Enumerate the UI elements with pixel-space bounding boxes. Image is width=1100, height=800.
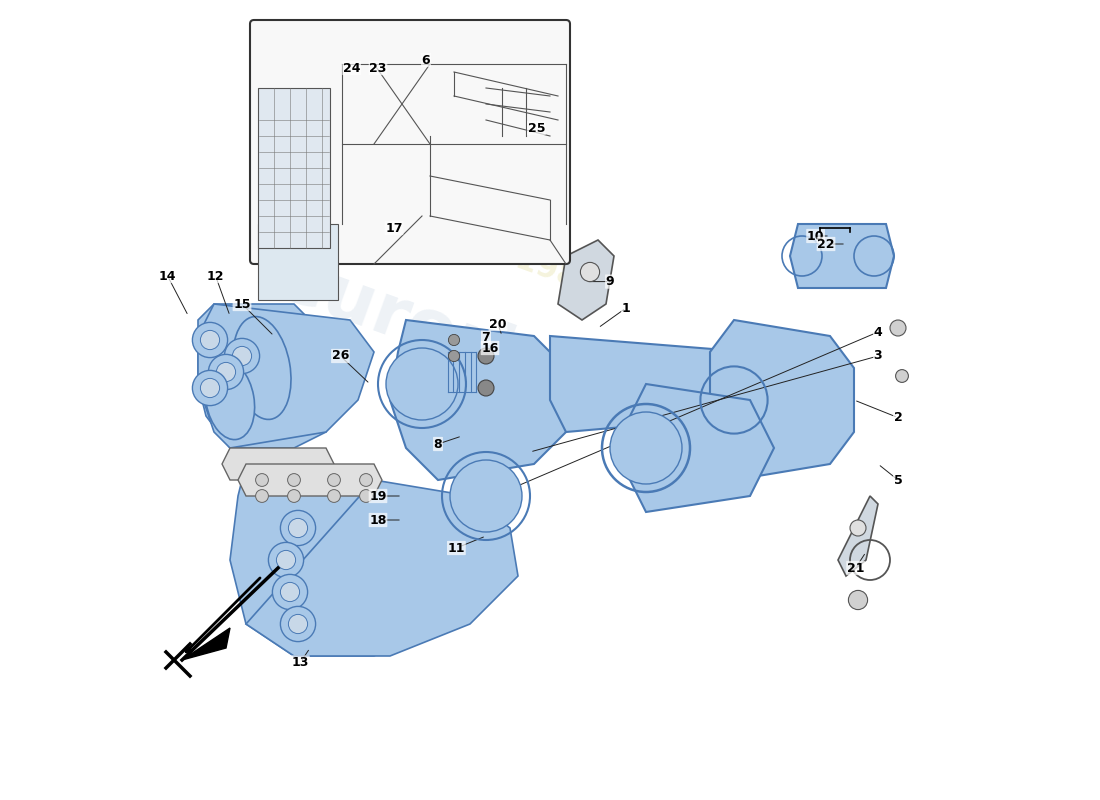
Text: 14: 14 xyxy=(158,270,176,282)
Circle shape xyxy=(255,474,268,486)
Circle shape xyxy=(360,490,373,502)
Circle shape xyxy=(328,474,340,486)
Polygon shape xyxy=(238,464,382,496)
Circle shape xyxy=(478,380,494,396)
Text: euroricambi: euroricambi xyxy=(268,244,752,476)
Text: 10: 10 xyxy=(807,230,824,242)
Text: since 1985: since 1985 xyxy=(418,210,602,302)
Circle shape xyxy=(200,330,220,350)
Polygon shape xyxy=(182,628,230,660)
Text: 4: 4 xyxy=(873,326,882,338)
Polygon shape xyxy=(198,304,374,448)
Circle shape xyxy=(280,510,316,546)
Circle shape xyxy=(255,490,268,502)
Circle shape xyxy=(449,350,460,362)
Circle shape xyxy=(850,520,866,536)
Polygon shape xyxy=(710,320,854,480)
Polygon shape xyxy=(230,464,454,656)
Text: 3: 3 xyxy=(873,350,882,362)
Circle shape xyxy=(288,614,308,634)
Circle shape xyxy=(328,490,340,502)
Circle shape xyxy=(450,460,522,532)
Circle shape xyxy=(287,474,300,486)
Polygon shape xyxy=(222,448,334,480)
Text: 18: 18 xyxy=(370,514,387,526)
Text: 2: 2 xyxy=(893,411,902,424)
Text: 1: 1 xyxy=(621,302,630,314)
Ellipse shape xyxy=(206,360,254,440)
Circle shape xyxy=(200,378,220,398)
Text: 9: 9 xyxy=(606,275,614,288)
Text: 7: 7 xyxy=(482,331,491,344)
Text: 15: 15 xyxy=(233,298,251,310)
Text: 24: 24 xyxy=(343,62,361,74)
Bar xyxy=(258,88,330,248)
Text: 11: 11 xyxy=(448,542,465,554)
Polygon shape xyxy=(550,336,774,432)
Circle shape xyxy=(610,412,682,484)
Circle shape xyxy=(192,370,228,406)
Text: 21: 21 xyxy=(847,562,865,574)
Circle shape xyxy=(232,346,252,366)
Circle shape xyxy=(217,362,235,382)
Circle shape xyxy=(581,262,600,282)
Text: 5: 5 xyxy=(893,474,902,486)
FancyBboxPatch shape xyxy=(258,224,338,300)
Circle shape xyxy=(478,348,494,364)
Circle shape xyxy=(895,370,909,382)
Circle shape xyxy=(208,354,243,390)
FancyBboxPatch shape xyxy=(250,20,570,264)
Polygon shape xyxy=(390,320,566,480)
Polygon shape xyxy=(558,240,614,320)
Text: 6: 6 xyxy=(421,54,430,66)
Circle shape xyxy=(848,590,868,610)
Polygon shape xyxy=(790,224,894,288)
Text: 20: 20 xyxy=(490,318,507,330)
Circle shape xyxy=(280,582,299,602)
Text: 26: 26 xyxy=(332,350,349,362)
Circle shape xyxy=(276,550,296,570)
Polygon shape xyxy=(621,384,774,512)
Text: 23: 23 xyxy=(370,62,387,74)
Polygon shape xyxy=(198,304,342,448)
Circle shape xyxy=(386,348,458,420)
Polygon shape xyxy=(838,496,878,576)
Text: 17: 17 xyxy=(385,222,403,234)
Polygon shape xyxy=(246,480,518,656)
Circle shape xyxy=(192,322,228,358)
Circle shape xyxy=(287,490,300,502)
Circle shape xyxy=(273,574,308,610)
Circle shape xyxy=(288,518,308,538)
Text: 12: 12 xyxy=(207,270,224,282)
Text: 8: 8 xyxy=(433,438,442,450)
Text: 19: 19 xyxy=(370,490,387,502)
Text: 16: 16 xyxy=(482,342,498,354)
Circle shape xyxy=(360,474,373,486)
Circle shape xyxy=(890,320,906,336)
Circle shape xyxy=(268,542,304,578)
Circle shape xyxy=(449,334,460,346)
Circle shape xyxy=(280,606,316,642)
Circle shape xyxy=(224,338,260,374)
Text: 22: 22 xyxy=(817,238,835,250)
Text: 13: 13 xyxy=(292,656,309,669)
Ellipse shape xyxy=(233,317,292,419)
Text: 25: 25 xyxy=(528,122,546,134)
